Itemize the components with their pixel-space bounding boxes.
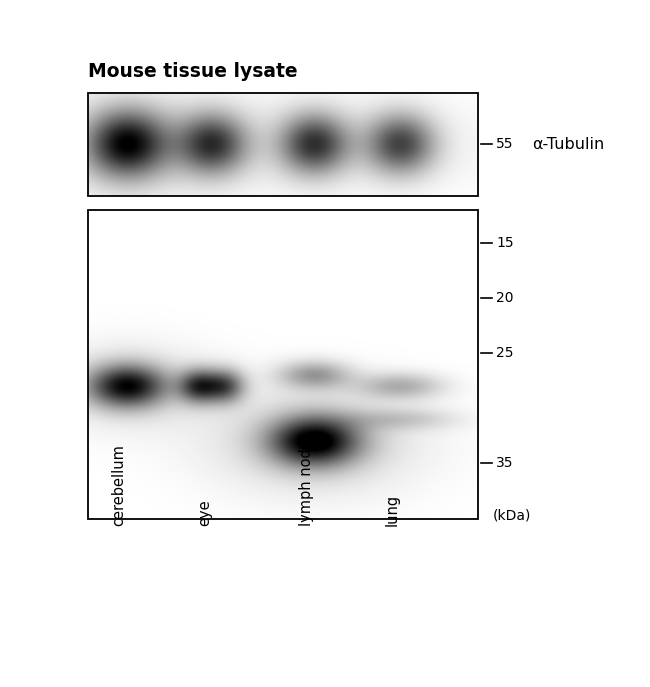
Text: (kDa): (kDa) (493, 508, 531, 522)
Text: eye: eye (198, 499, 213, 526)
Text: 35: 35 (496, 456, 514, 471)
Text: 25: 25 (496, 346, 514, 360)
Text: cerebellum: cerebellum (112, 444, 127, 526)
Text: lymph node: lymph node (299, 439, 314, 526)
Text: 20: 20 (496, 291, 514, 305)
Text: 15: 15 (496, 236, 514, 249)
Text: lung: lung (385, 493, 400, 526)
Text: α-Tubulin: α-Tubulin (532, 137, 604, 152)
Text: Mouse tissue lysate: Mouse tissue lysate (88, 62, 298, 81)
Text: 55: 55 (496, 137, 514, 151)
